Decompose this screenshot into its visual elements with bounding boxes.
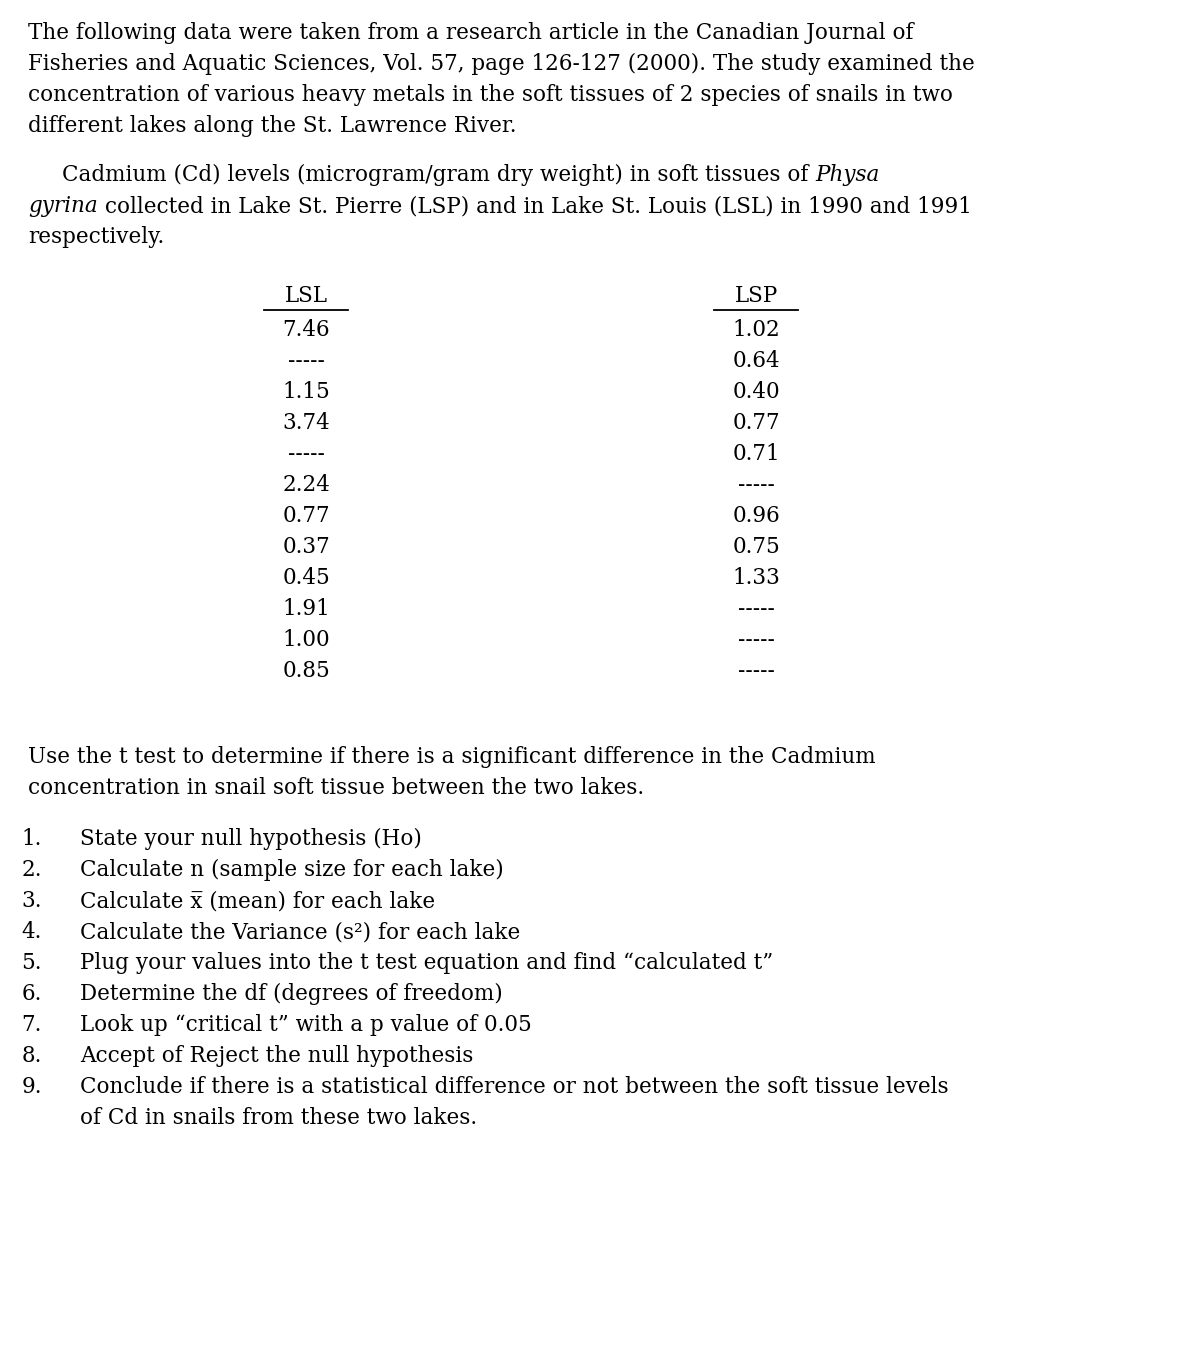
Text: 4.: 4. [22, 921, 42, 943]
Text: 8.: 8. [22, 1046, 42, 1067]
Text: -----: ----- [288, 349, 324, 373]
Text: 1.15: 1.15 [282, 381, 330, 403]
Text: The following data were taken from a research article in the Canadian Journal of: The following data were taken from a res… [28, 22, 913, 44]
Text: 0.77: 0.77 [732, 412, 780, 434]
Text: Cadmium (Cd) levels (microgram/gram dry weight) in soft tissues of: Cadmium (Cd) levels (microgram/gram dry … [62, 164, 815, 186]
Text: different lakes along the St. Lawrence River.: different lakes along the St. Lawrence R… [28, 115, 516, 136]
Text: Calculate n (sample size for each lake): Calculate n (sample size for each lake) [80, 859, 504, 882]
Text: 0.37: 0.37 [282, 536, 330, 558]
Text: 6.: 6. [22, 983, 42, 1005]
Text: collected in Lake St. Pierre (LSP) and in Lake St. Louis (LSL) in 1990 and 1991: collected in Lake St. Pierre (LSP) and i… [97, 195, 972, 217]
Text: 1.91: 1.91 [282, 598, 330, 620]
Text: Calculate the Variance (s²) for each lake: Calculate the Variance (s²) for each lak… [80, 921, 521, 943]
Text: 1.: 1. [22, 829, 42, 850]
Text: Determine the df (degrees of freedom): Determine the df (degrees of freedom) [80, 983, 503, 1005]
Text: Use the t test to determine if there is a significant difference in the Cadmium: Use the t test to determine if there is … [28, 747, 876, 768]
Text: 7.: 7. [22, 1014, 42, 1036]
Text: 0.45: 0.45 [282, 566, 330, 590]
Text: -----: ----- [288, 444, 324, 465]
Text: 0.71: 0.71 [732, 444, 780, 465]
Text: 0.85: 0.85 [282, 661, 330, 682]
Text: concentration of various heavy metals in the soft tissues of 2 species of snails: concentration of various heavy metals in… [28, 85, 953, 106]
Text: 5.: 5. [22, 953, 42, 975]
Text: 0.75: 0.75 [732, 536, 780, 558]
Text: of Cd in snails from these two lakes.: of Cd in snails from these two lakes. [80, 1107, 478, 1129]
Text: 2.: 2. [22, 859, 42, 880]
Text: 3.74: 3.74 [282, 412, 330, 434]
Text: 1.02: 1.02 [732, 319, 780, 341]
Text: gyrina: gyrina [28, 195, 97, 217]
Text: 0.64: 0.64 [732, 349, 780, 373]
Text: -----: ----- [738, 474, 774, 495]
Text: -----: ----- [738, 661, 774, 682]
Text: Look up “critical t” with a p value of 0.05: Look up “critical t” with a p value of 0… [80, 1014, 532, 1036]
Text: 2.24: 2.24 [282, 474, 330, 495]
Text: 0.40: 0.40 [732, 381, 780, 403]
Text: State your null hypothesis (Ho): State your null hypothesis (Ho) [80, 829, 422, 850]
Text: -----: ----- [738, 629, 774, 651]
Text: 1.00: 1.00 [282, 629, 330, 651]
Text: 9.: 9. [22, 1076, 42, 1097]
Text: LSP: LSP [734, 285, 778, 307]
Text: Accept of Reject the null hypothesis: Accept of Reject the null hypothesis [80, 1046, 473, 1067]
Text: 3.: 3. [22, 890, 42, 912]
Text: -----: ----- [738, 598, 774, 620]
Text: Plug your values into the t test equation and find “calculated t”: Plug your values into the t test equatio… [80, 953, 773, 975]
Text: LSL: LSL [284, 285, 328, 307]
Text: 0.96: 0.96 [732, 505, 780, 527]
Text: 7.46: 7.46 [282, 319, 330, 341]
Text: Fisheries and Aquatic Sciences, Vol. 57, page 126-127 (2000). The study examined: Fisheries and Aquatic Sciences, Vol. 57,… [28, 53, 974, 75]
Text: 0.77: 0.77 [282, 505, 330, 527]
Text: Physa: Physa [815, 164, 880, 186]
Text: Conclude if there is a statistical difference or not between the soft tissue lev: Conclude if there is a statistical diffe… [80, 1076, 949, 1097]
Text: concentration in snail soft tissue between the two lakes.: concentration in snail soft tissue betwe… [28, 777, 644, 799]
Text: Calculate x̅ (mean) for each lake: Calculate x̅ (mean) for each lake [80, 890, 436, 912]
Text: 1.33: 1.33 [732, 566, 780, 590]
Text: respectively.: respectively. [28, 227, 164, 248]
